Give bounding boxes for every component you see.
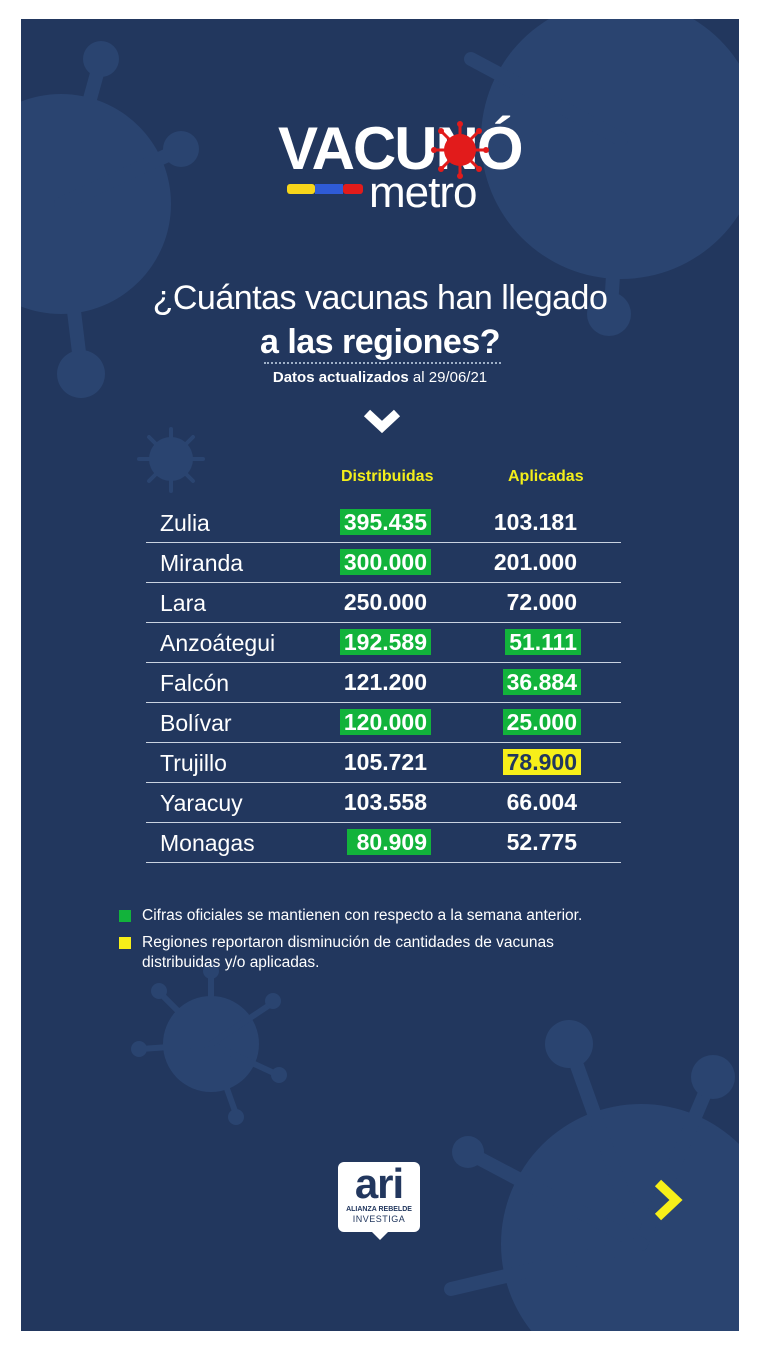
table-row: Zulia 395.435 103.181 xyxy=(146,502,621,543)
distributed-value: 300.000 xyxy=(339,549,431,575)
table-row: Yaracuy 103.558 66.004 xyxy=(146,782,621,823)
applied-value: 25.000 xyxy=(502,709,581,735)
table-row: Falcón 121.200 36.884 xyxy=(146,662,621,703)
divider xyxy=(264,362,501,364)
applied-value: 52.775 xyxy=(506,829,577,855)
region-name: Anzoátegui xyxy=(160,630,276,656)
distributed-value: 121.200 xyxy=(343,669,427,695)
region-name: Bolívar xyxy=(160,710,232,736)
region-name: Zulia xyxy=(160,510,210,536)
update-date: Datos actualizados al 29/06/21 xyxy=(21,369,739,386)
applied-value: 201.000 xyxy=(493,549,577,575)
virus-icon xyxy=(431,121,489,179)
distributed-value: 192.589 xyxy=(339,629,431,655)
brand-logo: ari ALIANZA REBELDE INVESTIGA xyxy=(338,1162,420,1232)
table-row: Monagas 80.909 52.775 xyxy=(146,822,621,863)
update-value: al 29/06/21 xyxy=(412,369,488,386)
distributed-value: 120.000 xyxy=(339,709,431,735)
infographic-card: VACUNÓ metro ¿Cuántas vacunas han llegad… xyxy=(21,19,739,1331)
page-title-bold: a las regiones? xyxy=(259,323,501,361)
column-header-distributed: Distribuidas xyxy=(341,468,434,485)
table-row: Trujillo 105.721 78.900 xyxy=(146,742,621,783)
table-row: Anzoátegui 192.589 51.111 xyxy=(146,622,621,663)
chevron-down-icon xyxy=(363,409,401,434)
region-name: Falcón xyxy=(160,670,230,696)
table-row: Miranda 300.000 201.000 xyxy=(146,542,621,583)
brand-name: ari xyxy=(354,1160,404,1207)
brand-subtitle: ALIANZA REBELDE xyxy=(346,1206,412,1213)
distributed-value: 103.558 xyxy=(343,789,427,815)
applied-value: 51.111 xyxy=(505,629,581,655)
column-header-applied: Aplicadas xyxy=(508,468,584,485)
legend-swatch-yellow xyxy=(119,937,131,949)
region-name: Lara xyxy=(160,590,207,616)
chevron-right-icon[interactable] xyxy=(652,1177,686,1223)
logo-subtitle: metro xyxy=(369,168,477,217)
syringe-icon xyxy=(287,184,363,194)
applied-value: 36.884 xyxy=(502,669,581,695)
distributed-value: 395.435 xyxy=(339,509,431,535)
brand-tagline: INVESTIGA xyxy=(352,1214,406,1224)
applied-value: 78.900 xyxy=(502,749,581,775)
legend-swatch-green xyxy=(119,910,131,922)
region-name: Monagas xyxy=(160,830,255,856)
distributed-value: 80.909 xyxy=(346,829,431,855)
region-name: Miranda xyxy=(160,550,244,576)
applied-value: 72.000 xyxy=(506,589,577,615)
legend-item: Cifras oficiales se mantienen con respec… xyxy=(142,907,583,924)
brand-pointer-icon xyxy=(371,1231,389,1240)
table-row: Lara 250.000 72.000 xyxy=(146,582,621,623)
update-label: Datos actualizados xyxy=(272,369,409,386)
applied-value: 66.004 xyxy=(506,789,577,815)
distributed-value: 250.000 xyxy=(343,589,427,615)
applied-value: 103.181 xyxy=(493,509,577,535)
region-name: Trujillo xyxy=(160,750,227,776)
legend-item: Regiones reportaron disminución de canti… xyxy=(142,934,554,971)
background-virus-icon xyxy=(21,19,739,1331)
table-row: Bolívar 120.000 25.000 xyxy=(146,702,621,743)
region-name: Yaracuy xyxy=(160,790,243,816)
distributed-value: 105.721 xyxy=(343,749,427,775)
page-title: ¿Cuántas vacunas han llegado xyxy=(152,279,608,317)
